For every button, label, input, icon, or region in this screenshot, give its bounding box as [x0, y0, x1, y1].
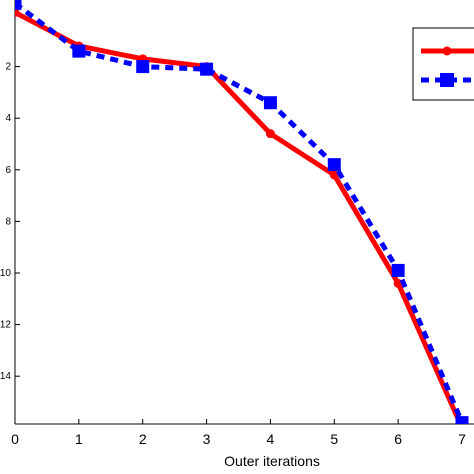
y-tick-label: 6	[5, 165, 11, 176]
tick-marks	[14, 66, 463, 424]
y-tick-label: 2	[5, 62, 11, 73]
legend-box	[412, 27, 474, 101]
series-1-line	[15, 10, 464, 424]
x-tick-label: 2	[139, 431, 147, 447]
series-2-point	[263, 96, 277, 110]
y-tick-label: 12	[0, 320, 11, 331]
axes-frame	[14, 0, 474, 425]
series-1-point	[15, 7, 20, 17]
x-axis-label: Outer iterations	[224, 453, 320, 469]
series-1-point	[265, 129, 275, 139]
x-tick-label: 4	[267, 431, 275, 447]
series-1	[15, 7, 465, 424]
legend	[412, 27, 474, 101]
legend-series-1-marker	[442, 46, 452, 56]
x-tick-label: 1	[75, 431, 83, 447]
x-tick-label: 6	[394, 431, 402, 447]
y-tick-label: 8	[5, 216, 11, 227]
series-2-point	[455, 416, 469, 424]
x-tick-label: 5	[330, 431, 338, 447]
x-tick-label: 0	[11, 431, 19, 447]
series-2	[15, 0, 469, 424]
series-2-point	[15, 0, 22, 10]
y-tick-label: 14	[0, 371, 11, 382]
series-2-point	[72, 44, 86, 58]
series-2-line	[15, 1, 465, 424]
series-2-point	[200, 62, 214, 76]
series-2-point	[136, 60, 150, 74]
x-tick-label: 3	[203, 431, 211, 447]
y-tick-label: 4	[5, 113, 11, 124]
series-layer	[15, 0, 469, 424]
x-tick-label: 7	[458, 431, 466, 447]
series-2-point	[327, 158, 341, 172]
series-2-point	[391, 263, 405, 277]
legend-series-2-marker	[440, 73, 454, 87]
y-tick-label: 10	[0, 268, 11, 279]
